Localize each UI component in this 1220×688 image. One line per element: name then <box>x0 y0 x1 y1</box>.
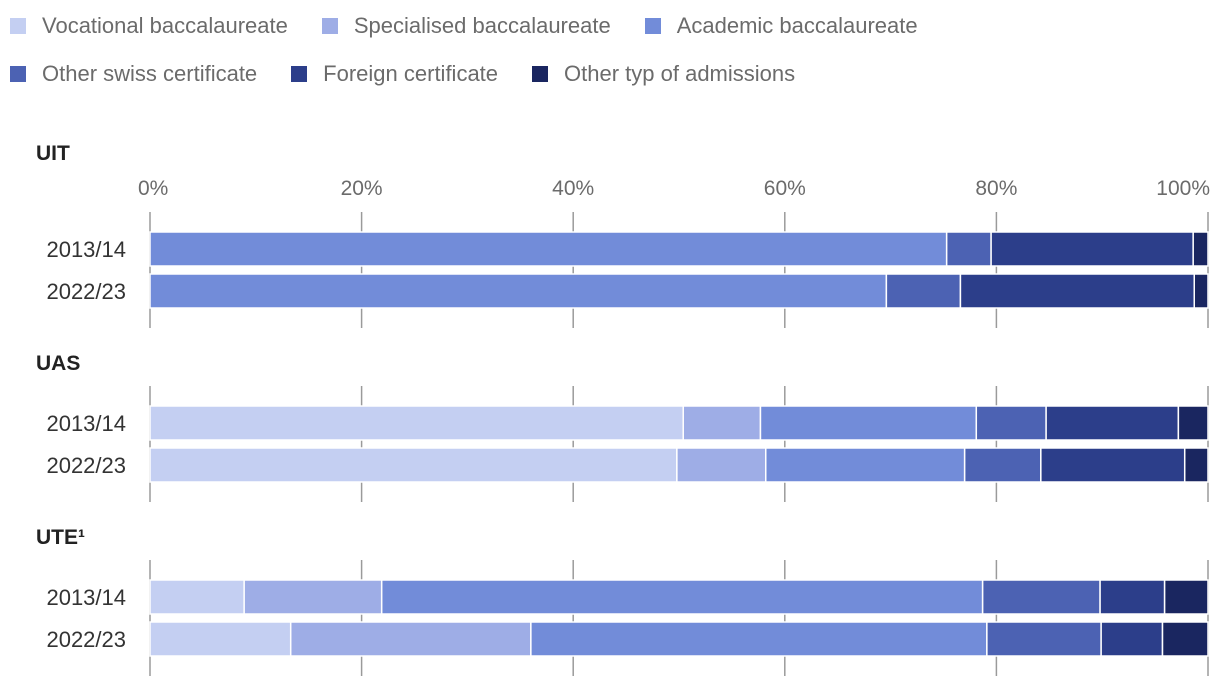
bar-segment: Other typ of admissions: 2.2% <box>1183 447 1209 483</box>
bar-segment: Foreign certificate: 6.1% <box>1099 579 1166 615</box>
legend-swatch <box>291 66 308 82</box>
x-tick-label: 0% <box>138 177 168 200</box>
legend-swatch <box>532 66 549 82</box>
bar-segment: Academic baccalaureate: 43.1% <box>530 621 988 657</box>
legend-item: Vocational baccalaureate <box>10 13 288 39</box>
legend-item: Academic baccalaureate <box>644 13 918 39</box>
row-label: 2022/23 <box>46 627 126 652</box>
bar-segment: Vocational baccalaureate: 50.4% <box>149 405 684 441</box>
legend-label: Academic baccalaureate <box>676 13 918 38</box>
legend-row: Other swiss certificate Foreign certifica… <box>10 56 1210 92</box>
x-tick-label: 80% <box>975 177 1017 200</box>
legend-swatch <box>10 18 26 34</box>
bar-segment: Academic baccalaureate: 56.8% <box>380 579 984 615</box>
legend-row: Vocational baccalaureate Specialised bacc… <box>10 8 1210 44</box>
bar-segment: Academic baccalaureate: 20.4% <box>759 405 978 441</box>
legend-item: Specialised baccalaureate <box>321 13 611 39</box>
bar-segment: Specialised baccalaureate: 13% <box>243 579 383 615</box>
bar-segment: Specialised baccalaureate: 22.7% <box>289 621 532 657</box>
legend-label: Foreign certificate <box>323 61 499 86</box>
bar-segment: Academic baccalaureate: 75.3% <box>149 231 948 267</box>
x-tick-label: 40% <box>552 177 594 200</box>
legend-label: Other typ of admissions <box>564 61 796 86</box>
legend-swatch <box>644 18 661 34</box>
bar-segment: Other swiss certificate: 10.8% <box>986 621 1102 657</box>
bar-segment: Other typ of admissions: 1.4% <box>1192 231 1209 267</box>
bar-segment: Vocational baccalaureate: 49.8% <box>149 447 678 483</box>
bar-segment: Foreign certificate: 5.8% <box>1100 621 1164 657</box>
group-title: UAS <box>36 352 80 375</box>
legend-label: Vocational baccalaureate <box>42 13 288 38</box>
x-tick-label: 100% <box>1156 177 1210 200</box>
bar-segment: Vocational baccalaureate: 8.9% <box>149 579 245 615</box>
bar-segment: Other typ of admissions: 2.8% <box>1177 405 1209 441</box>
x-tick-label: 20% <box>341 177 383 200</box>
bar-segment: Foreign certificate: 13.6% <box>1040 447 1186 483</box>
bar-segment: Other typ of admissions: 4.3% <box>1161 621 1209 657</box>
legend-swatch <box>10 66 26 82</box>
legend-item: Other swiss certificate <box>10 61 257 87</box>
legend-item: Other typ of admissions <box>532 61 795 87</box>
bar-segment: Academic baccalaureate: 18.8% <box>765 447 966 483</box>
bar-segment: Other swiss certificate: 7.2% <box>963 447 1042 483</box>
group-title: UTE¹ <box>36 526 85 549</box>
bar-segment: Other swiss certificate: 4.2% <box>945 231 992 267</box>
bar-segment: Foreign certificate: 19.1% <box>990 231 1194 267</box>
bar-segment: Other typ of admissions: 1.3% <box>1193 273 1209 309</box>
legend-item: Foreign certificate <box>291 61 498 87</box>
legend-swatch <box>321 18 338 34</box>
row-label: 2013/14 <box>46 411 126 436</box>
legend-label: Other swiss certificate <box>42 61 258 86</box>
row-label: 2013/14 <box>46 585 126 610</box>
bar-segment: Specialised baccalaureate: 7.3% <box>682 405 762 441</box>
row-label: 2013/14 <box>46 237 126 262</box>
bar-segment: Foreign certificate: 22.1% <box>959 273 1195 309</box>
bar-segment: Other swiss certificate: 6.6% <box>975 405 1047 441</box>
bar-segment: Other typ of admissions: 4.1% <box>1163 579 1209 615</box>
bar-segment: Vocational baccalaureate: 13.3% <box>149 621 292 657</box>
group-title: UIT <box>36 142 70 165</box>
x-tick-label: 60% <box>764 177 806 200</box>
bar-segment: Specialised baccalaureate: 8.4% <box>676 447 767 483</box>
row-label: 2022/23 <box>46 279 126 304</box>
bar-segment: Other swiss certificate: 11.1% <box>981 579 1101 615</box>
bar-segment: Foreign certificate: 12.5% <box>1045 405 1180 441</box>
row-label: 2022/23 <box>46 453 126 478</box>
legend-label: Specialised baccalaureate <box>353 13 611 38</box>
bar-segment: Other swiss certificate: 7% <box>885 273 962 309</box>
bar-segment: Academic baccalaureate: 69.6% <box>149 273 888 309</box>
legend: Vocational baccalaureate Specialised bacc… <box>10 8 1210 104</box>
